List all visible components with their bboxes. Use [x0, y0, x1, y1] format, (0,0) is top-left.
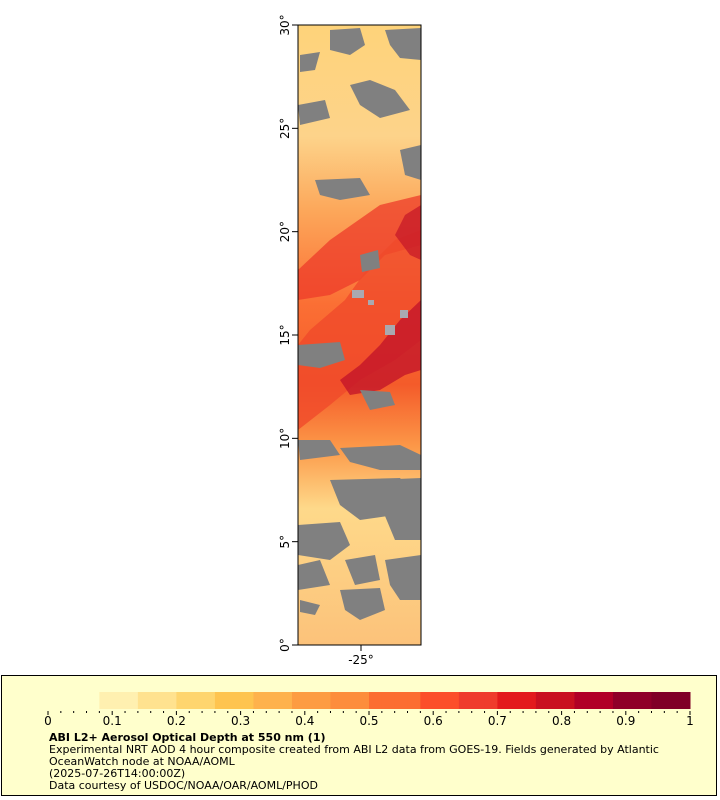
colorbar-tick-label: 0.4	[295, 714, 314, 728]
lat-tick-label: 20°	[278, 221, 292, 242]
legend-title: ABI L2+ Aerosol Optical Depth at 550 nm …	[49, 731, 326, 744]
colorbar-cell	[163, 692, 177, 709]
colorbar-cell	[317, 692, 331, 709]
colorbar-cell	[112, 692, 126, 709]
colorbar-cell	[99, 692, 113, 709]
colorbar-cell	[420, 692, 434, 709]
dust-plume-north	[298, 195, 421, 300]
aod-map: 0° 5° 10° 15° 20° 25° 30° -25°	[278, 14, 422, 667]
colorbar-cell	[214, 692, 229, 709]
colorbar-cell	[137, 692, 152, 709]
colorbar-tick-label: 0.9	[616, 714, 635, 728]
colorbar-cell	[189, 692, 203, 709]
lat-tick-label: 15°	[278, 324, 292, 345]
colorbar-cell	[625, 692, 640, 709]
colorbar-cell	[253, 692, 267, 709]
colorbar-tick-label: 0.5	[359, 714, 378, 728]
colorbar-cell	[484, 692, 498, 709]
legend-box: 0 0.1 0.2 0.3 0.4 0.5 0.6 0.7 0.8 0.9 1 ABI L2+ Ae…	[1, 675, 717, 796]
colorbar-tick-label: 0.7	[488, 714, 507, 728]
colorbar-tick-label: 0	[44, 714, 52, 728]
colorbar-cell	[510, 692, 524, 709]
colorbar-cell	[266, 692, 280, 709]
legend-timestamp: (2025-07-26T14:00:00Z)	[49, 767, 186, 780]
colorbar-cell	[407, 692, 421, 709]
map-panel: 0° 5° 10° 15° 20° 25° 30° -25°	[278, 14, 422, 667]
legend-description: Experimental NRT AOD 4 hour composite cr…	[49, 743, 663, 768]
colorbar-cell	[381, 692, 396, 709]
colorbar-cell	[458, 692, 473, 709]
colorbar-cell	[471, 692, 486, 709]
lat-tick-label: 25°	[278, 118, 292, 139]
colorbar-cell	[394, 692, 409, 709]
colorbar-cell	[125, 692, 139, 709]
cloud-gaps	[352, 290, 408, 335]
colorbar-cell	[651, 692, 665, 709]
lat-tick-label: 10°	[278, 428, 292, 449]
legend-text: ABI L2+ Aerosol Optical Depth at 550 nm …	[49, 732, 709, 792]
colorbar-cell	[73, 692, 88, 709]
colorbar-cell	[574, 692, 588, 709]
colorbar-ticks: 0 0.1 0.2 0.3 0.4 0.5 0.6 0.7 0.8 0.9 1	[44, 711, 694, 728]
colorbar-tick-label: 0.8	[552, 714, 571, 728]
colorbar-cell	[304, 692, 319, 709]
aod-field	[298, 25, 421, 645]
colorbar-cell	[612, 692, 627, 709]
lat-tick-label: 0°	[278, 638, 292, 652]
colorbar-cell	[535, 692, 550, 709]
colorbar-cell	[86, 692, 100, 709]
colorbar-cell	[548, 692, 563, 709]
colorbar-cell	[176, 692, 190, 709]
colorbar-tick-label: 1	[686, 714, 694, 728]
lat-tick-label: 30°	[278, 14, 292, 35]
colorbar-cell	[638, 692, 652, 709]
colorbar-cell	[60, 692, 75, 709]
colorbar-tick-label: 0.1	[103, 714, 122, 728]
colorbar-cell	[356, 692, 370, 709]
longitude-axis: -25°	[348, 645, 374, 667]
colorbar-cell	[291, 692, 306, 709]
colorbar-cell	[330, 692, 344, 709]
colorbar-cell	[523, 692, 537, 709]
colorbar-cell	[664, 692, 678, 709]
latitude-axis: 0° 5° 10° 15° 20° 25° 30°	[278, 14, 298, 652]
dust-plume-east	[395, 205, 421, 260]
legend-credit: Data courtesy of USDOC/NOAA/OAR/AOML/PHO…	[49, 779, 318, 792]
colorbar-cell	[279, 692, 293, 709]
colorbar-cells	[48, 692, 691, 709]
dust-plume-core	[298, 230, 421, 430]
colorbar-cell	[227, 692, 242, 709]
lon-tick-label: -25°	[348, 653, 374, 667]
colorbar-cell	[587, 692, 601, 709]
colorbar-cell	[48, 692, 62, 709]
colorbar-cell	[240, 692, 254, 709]
colorbar-cell	[343, 692, 357, 709]
colorbar-cell	[202, 692, 216, 709]
colorbar-tick-label: 0.6	[424, 714, 443, 728]
colorbar-cell	[497, 692, 511, 709]
dust-plume-max	[340, 300, 421, 395]
colorbar: 0 0.1 0.2 0.3 0.4 0.5 0.6 0.7 0.8 0.9 1	[44, 692, 694, 728]
colorbar-tick-label: 0.3	[231, 714, 250, 728]
lat-tick-label: 5°	[278, 535, 292, 549]
colorbar-cell	[433, 692, 447, 709]
colorbar-cell	[677, 692, 691, 709]
colorbar-tick-label: 0.2	[167, 714, 186, 728]
missing-data	[298, 28, 421, 620]
colorbar-cell	[600, 692, 614, 709]
colorbar-cell	[369, 692, 383, 709]
colorbar-cell	[150, 692, 165, 709]
colorbar-cell	[561, 692, 575, 709]
colorbar-cell	[446, 692, 460, 709]
